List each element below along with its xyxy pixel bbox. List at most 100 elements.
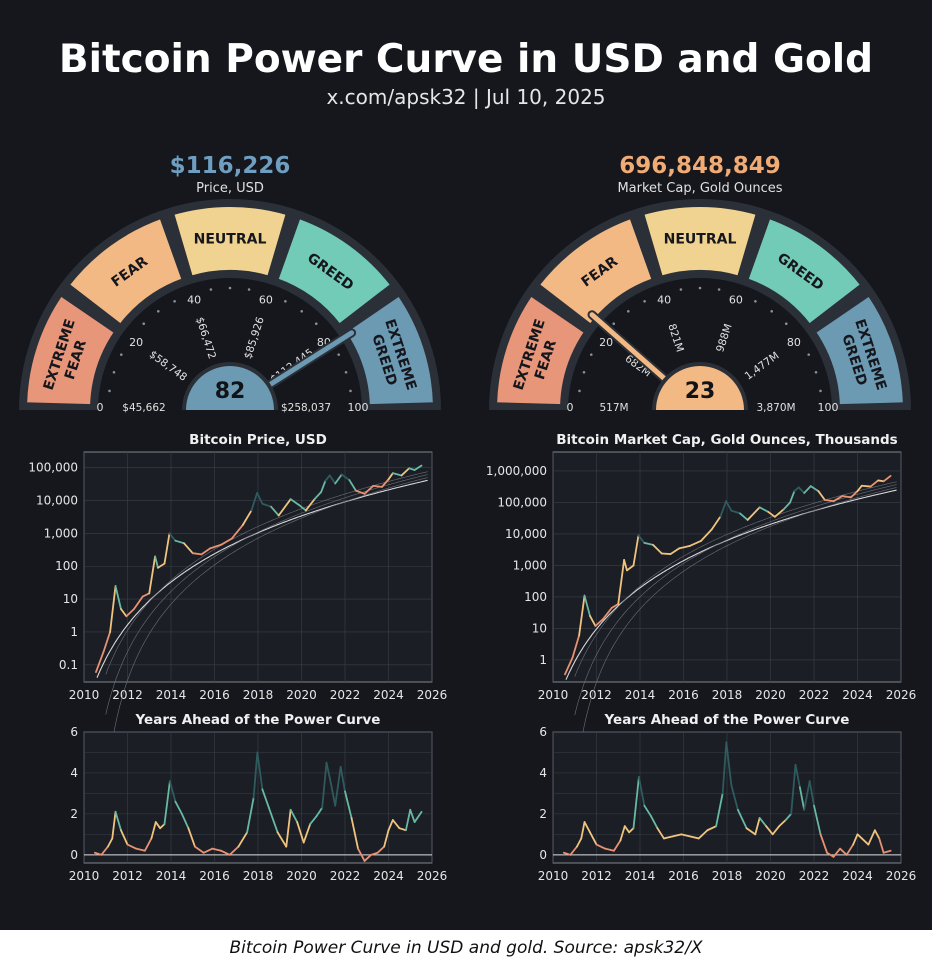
chart-marketcap-gold: Bitcoin Market Cap, Gold Ounces, Thousan… — [486, 432, 916, 792]
series-segment — [191, 552, 203, 556]
series-segment — [874, 829, 881, 840]
series-segment — [313, 491, 322, 501]
series-segment — [852, 833, 859, 846]
gauge-minor-tick — [578, 389, 581, 393]
series-segment — [154, 555, 159, 569]
series-segment — [256, 492, 264, 505]
gauge-minor-tick — [337, 353, 341, 356]
gauge-minor-tick — [349, 389, 352, 393]
gauge-minor-tick — [142, 322, 146, 326]
series-segment — [194, 845, 205, 854]
x-tick-label: 2026 — [417, 869, 448, 883]
series-segment — [344, 790, 353, 819]
series-segment — [689, 540, 702, 547]
gauge-minor-tick — [108, 389, 111, 393]
gauge-minor-tick — [814, 370, 818, 374]
series-segment — [154, 821, 162, 830]
series-segment — [680, 833, 691, 838]
series-segment — [289, 498, 301, 507]
power-curve-support — [565, 489, 897, 680]
x-tick-label: 2016 — [668, 869, 699, 883]
series-segment — [350, 817, 359, 850]
series-segment — [832, 847, 841, 858]
series-segment — [321, 761, 328, 809]
series-segment — [860, 837, 870, 846]
series-segment — [409, 808, 416, 823]
series-segment — [623, 825, 631, 834]
gauge-zone-1 — [64, 214, 187, 329]
series-segment — [839, 847, 848, 856]
chart-title: Years Ahead of the Power Curve — [604, 712, 850, 728]
y-tick-label: 0 — [539, 848, 547, 862]
series-segment — [604, 847, 615, 852]
y-tick-label: 10,000 — [36, 494, 78, 508]
power-curve-band — [574, 487, 897, 792]
series-segment — [372, 484, 383, 488]
series-segment — [725, 500, 733, 512]
series-segment — [400, 467, 411, 477]
gauge-tick-label: 20 — [599, 336, 613, 349]
gauge-minor-tick — [589, 353, 593, 356]
gauge-zone-label-2: NEUTRAL — [664, 232, 737, 248]
gauge-zone-4 — [811, 291, 907, 409]
gauge-zone-3 — [743, 214, 866, 329]
x-tick-label: 2024 — [842, 688, 873, 702]
x-tick-label: 2020 — [286, 869, 317, 883]
series-segment — [789, 490, 796, 504]
gauge-minor-tick — [247, 288, 251, 291]
series-segment — [721, 741, 728, 795]
series-segment — [583, 594, 591, 617]
gauge-zone-label-2: NEUTRAL — [194, 232, 267, 248]
series-segment — [826, 851, 835, 858]
y-tick-label: 1 — [539, 653, 547, 667]
series-segment — [250, 492, 259, 512]
x-tick-label: 2012 — [112, 688, 143, 702]
series-segment — [277, 498, 292, 517]
gauge-zone-2 — [639, 203, 761, 281]
y-tick-label: 0 — [70, 848, 78, 862]
gauge-minor-tick — [284, 299, 287, 303]
chart-title: Bitcoin Price, USD — [189, 432, 327, 448]
gauge-zone-3 — [273, 214, 396, 329]
x-tick-label: 2010 — [69, 869, 100, 883]
gauge-minor-tick — [209, 288, 213, 291]
x-tick-label: 2022 — [799, 869, 830, 883]
series-segment — [209, 543, 222, 550]
gauge-tick-value: $258,037 — [281, 402, 331, 414]
series-segment — [660, 552, 672, 555]
x-tick-label: 2012 — [581, 688, 612, 702]
series-segment — [133, 595, 144, 610]
series-segment — [823, 499, 835, 503]
gauge-minor-tick — [314, 322, 318, 326]
series-segment — [391, 472, 403, 477]
series-segment — [328, 474, 337, 485]
series-segment — [571, 634, 580, 659]
gauge-minor-tick — [119, 353, 123, 356]
series-segment — [877, 479, 885, 483]
y-tick-label: 2 — [539, 807, 547, 821]
gauge-tick-label: 0 — [97, 401, 104, 414]
series-segment — [256, 751, 264, 791]
gauge-headline-value: 696,848,849 — [619, 153, 781, 179]
series-segment — [334, 765, 342, 807]
series-segment — [589, 831, 598, 846]
gauge-needle — [261, 330, 355, 392]
series-segment — [856, 484, 863, 492]
gauge-zone-0 — [493, 291, 589, 409]
series-segment — [803, 780, 811, 811]
series-segment — [725, 741, 733, 787]
chart-title: Bitcoin Market Cap, Gold Ounces, Thousan… — [556, 432, 897, 448]
series-segment — [381, 478, 390, 488]
series-segment — [159, 823, 166, 830]
series-segment — [697, 829, 709, 840]
series-segment — [819, 833, 828, 854]
series-segment — [578, 594, 586, 637]
gauge-minor-tick — [679, 288, 683, 291]
series-segment — [354, 489, 366, 495]
series-segment — [610, 603, 620, 609]
series-segment — [298, 504, 307, 512]
series-segment — [652, 543, 663, 555]
gauge-minor-tick — [770, 309, 774, 313]
